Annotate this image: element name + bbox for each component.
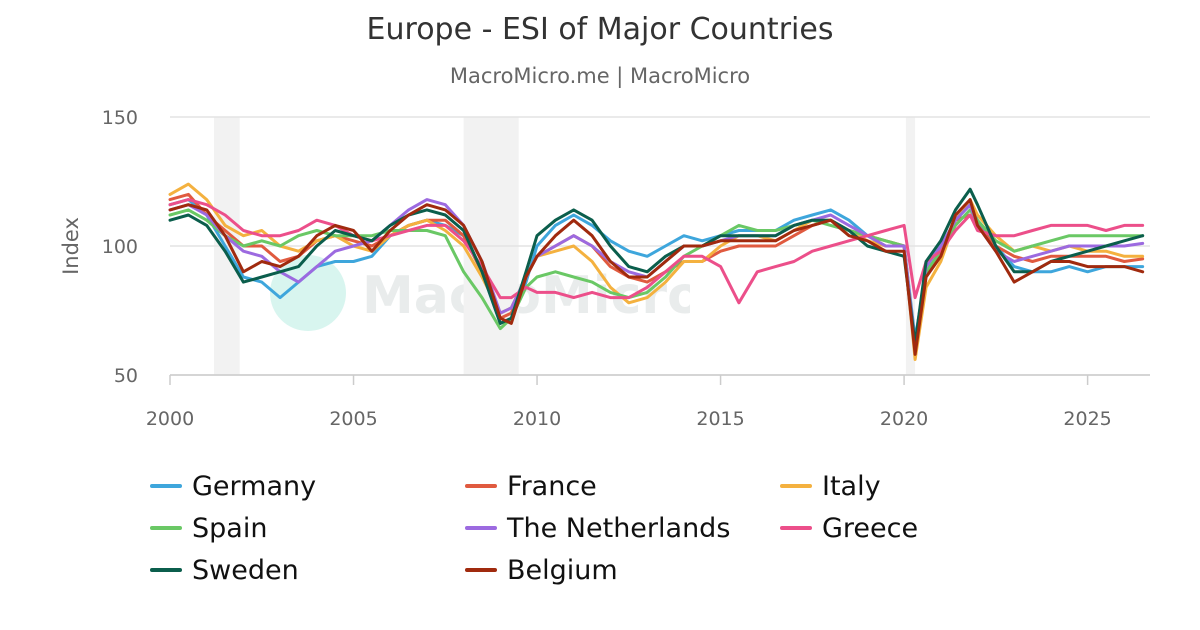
y-axis-label: Index [59, 217, 83, 275]
x-tick-label-2010: 2010 [513, 408, 561, 430]
chart-plot-area: 50 100 150 2000 2005 2010 2015 2020 2025 Index [59, 107, 1150, 430]
series-line-belgium [168, 198, 1145, 356]
legend-label: Sweden [192, 554, 299, 586]
legend-item-france[interactable]: France [465, 466, 597, 506]
series-line-greece [168, 198, 1145, 305]
legend-item-sweden[interactable]: Sweden [150, 550, 299, 590]
legend-swatch [465, 484, 497, 488]
legend-item-belgium[interactable]: Belgium [465, 550, 618, 590]
series-line-italy [168, 182, 1145, 361]
legend-swatch [465, 568, 497, 572]
chart-title: Europe - ESI of Major Countries [366, 12, 834, 47]
series-line-france [168, 192, 1145, 351]
legend-swatch [150, 568, 182, 572]
legend-item-greece[interactable]: Greece [780, 508, 918, 548]
legend-item-the-netherlands[interactable]: The Netherlands [465, 508, 730, 548]
legend-label: Greece [822, 512, 919, 544]
legend-item-germany[interactable]: Germany [150, 466, 316, 506]
legend-swatch [150, 526, 182, 530]
legend-item-spain[interactable]: Spain [150, 508, 267, 548]
x-tick-label-2005: 2005 [329, 408, 377, 430]
legend-swatch [780, 484, 812, 488]
legend-label: Belgium [507, 554, 618, 586]
legend-label: France [507, 470, 597, 502]
x-tick-label-2000: 2000 [146, 408, 194, 430]
legend-swatch [465, 526, 497, 530]
x-tick-label-2025: 2025 [1063, 408, 1111, 430]
series-line-sweden [168, 187, 1145, 346]
y-tick-label-100: 100 [102, 236, 138, 258]
x-tick-label-2020: 2020 [880, 408, 928, 430]
legend-swatch [780, 526, 812, 530]
legend-label: Italy [822, 470, 881, 502]
y-tick-label-50: 50 [114, 365, 138, 387]
legend-item-italy[interactable]: Italy [780, 466, 881, 506]
legend-label: The Netherlands [507, 512, 731, 544]
chart-subtitle: MacroMicro.me | MacroMicro [449, 64, 751, 88]
legend-label: Spain [192, 512, 268, 544]
x-tick-label-2015: 2015 [696, 408, 744, 430]
legend-label: Germany [192, 470, 317, 502]
y-tick-label-150: 150 [102, 107, 138, 129]
legend-swatch [150, 484, 182, 488]
